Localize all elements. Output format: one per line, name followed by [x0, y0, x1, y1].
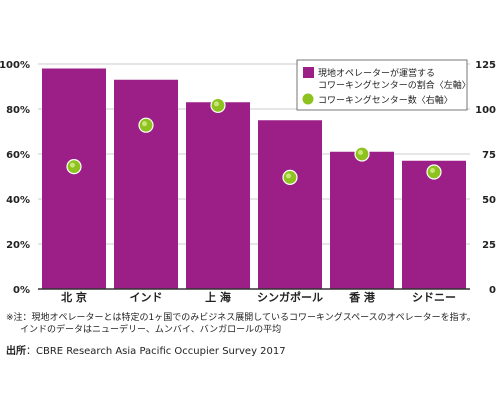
legend-label-point: コワーキングセンター数〈右軸〉 [318, 94, 453, 106]
y-right-tick-label: 100 [475, 105, 496, 116]
source: 出所：CBRE Research Asia Pacific Occupier S… [6, 342, 286, 357]
bar [186, 102, 250, 289]
source-label: 出所 [6, 346, 26, 357]
y-right-tick-label: 125 [475, 60, 496, 71]
category-label: シンガポール [257, 290, 323, 304]
point-highlight [430, 168, 435, 173]
point-highlight [214, 101, 219, 106]
note-line-1: ※注：現地オペレーターとは特定の1ヶ国でのみビジネス展開しているコワーキングスペ… [6, 312, 476, 324]
category-label: 北 京 [61, 290, 87, 304]
y-left-tick-label: 40% [6, 195, 30, 206]
y-right-tick-label: 75 [482, 150, 496, 161]
point-highlight [70, 163, 75, 168]
category-label: シドニー [412, 291, 456, 304]
y-left-tick-label: 0% [13, 285, 30, 296]
point-highlight [286, 173, 291, 178]
y-right-tick-label: 25 [482, 240, 496, 251]
bar [402, 161, 466, 289]
bar [114, 80, 178, 289]
y-left-tick-label: 80% [6, 105, 30, 116]
bar [42, 69, 106, 290]
point-highlight [142, 121, 147, 126]
point-highlight [358, 150, 363, 155]
legend-swatch-point [303, 94, 314, 105]
legend-label-bar-line2: コワーキングセンターの割合〈左軸〉 [318, 79, 471, 91]
legend: 現地オペレーターが運営するコワーキングセンターの割合〈左軸〉コワーキングセンター… [297, 60, 471, 110]
source-text: ：CBRE Research Asia Pacific Occupier Sur… [26, 346, 286, 357]
category-label: 香 港 [348, 290, 376, 304]
category-label: 上 海 [205, 290, 231, 304]
bar [258, 120, 322, 289]
y-right-tick-label: 0 [489, 285, 496, 296]
chart: 0% 0 20% 25 40% 50 60% 75 80% 100 100% 125 北 京 インド 上 海… [0, 0, 500, 310]
y-left-tick-label: 60% [6, 150, 30, 161]
y-left-tick-label: 100% [0, 60, 30, 71]
y-left-tick-label: 20% [6, 240, 30, 251]
bar [330, 152, 394, 289]
category-label: インド [130, 291, 163, 304]
legend-swatch-bar [303, 67, 314, 78]
note-line-2: インドのデータはニューデリー、ムンバイ、バンガロールの平均 [20, 324, 281, 336]
legend-label-bar-line1: 現地オペレーターが運営する [318, 67, 435, 79]
y-right-tick-label: 50 [482, 195, 496, 206]
